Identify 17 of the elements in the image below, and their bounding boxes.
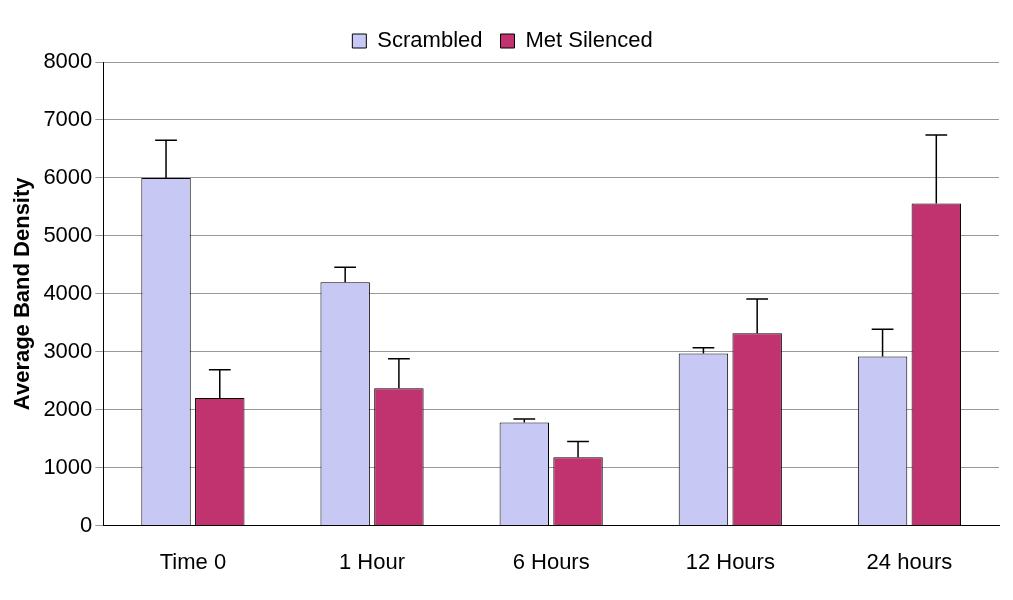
y-tick-label: 0 [80, 511, 93, 537]
x-tick-label: 24 hours [866, 548, 953, 574]
legend-label: Scrambled [377, 27, 483, 53]
y-axis-title: Average Band Density [9, 176, 35, 411]
x-tick-label: Time 0 [159, 548, 227, 574]
legend-label: Met Silenced [525, 27, 653, 53]
y-tick-label: 7000 [43, 106, 93, 132]
x-tick-label: 1 Hour [339, 548, 406, 574]
y-tick-label: 5000 [43, 221, 93, 247]
y-tick-label: 8000 [43, 48, 93, 74]
y-tick-label: 4000 [43, 279, 93, 305]
x-tick-label: 12 Hours [685, 548, 775, 574]
y-tick-label: 1000 [43, 453, 93, 479]
x-tick-label: 6 Hours [512, 548, 590, 574]
y-tick-label: 2000 [43, 395, 93, 421]
y-tick-label: 6000 [43, 163, 93, 189]
y-tick-label: 3000 [43, 337, 93, 363]
